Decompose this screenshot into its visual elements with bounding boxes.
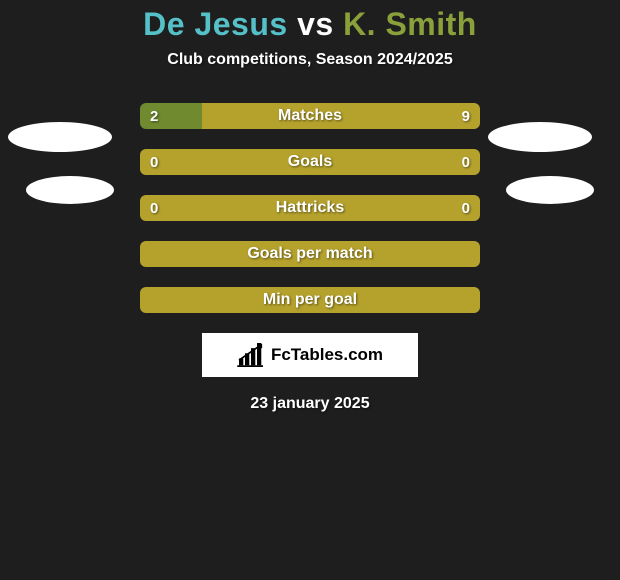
stat-bar-right-fill [140,287,480,313]
title-player-b: K. Smith [343,6,477,42]
stat-bar-right-fill [140,149,480,175]
stat-bar: Goals per match [140,241,480,267]
subtitle: Club competitions, Season 2024/2025 [0,51,620,69]
stat-bar: 29Matches [140,103,480,129]
page-title: De Jesus vs K. Smith [0,0,620,43]
stat-bars: 29Matches00Goals00HattricksGoals per mat… [140,103,480,313]
stat-bar-right-fill [202,103,480,129]
stat-value-left: 2 [140,103,168,129]
brand-text: FcTables.com [271,345,383,365]
player-badge [506,176,594,204]
player-badge [26,176,114,204]
stat-bar: 00Goals [140,149,480,175]
title-player-a: De Jesus [143,6,288,42]
title-vs: vs [288,6,343,42]
stat-bar-right-fill [140,195,480,221]
stat-bar: Min per goal [140,287,480,313]
stat-value-left: 0 [140,195,168,221]
player-badge [8,122,112,152]
stat-bar-right-fill [140,241,480,267]
stat-bar: 00Hattricks [140,195,480,221]
stat-value-right: 0 [452,195,480,221]
comparison-infographic: De Jesus vs K. Smith Club competitions, … [0,0,620,580]
player-badge [488,122,592,152]
stat-value-right: 0 [452,149,480,175]
brand-badge: FcTables.com [202,333,418,377]
date-text: 23 january 2025 [0,395,620,413]
bars-icon [237,343,265,367]
stat-value-right: 9 [452,103,480,129]
stat-value-left: 0 [140,149,168,175]
